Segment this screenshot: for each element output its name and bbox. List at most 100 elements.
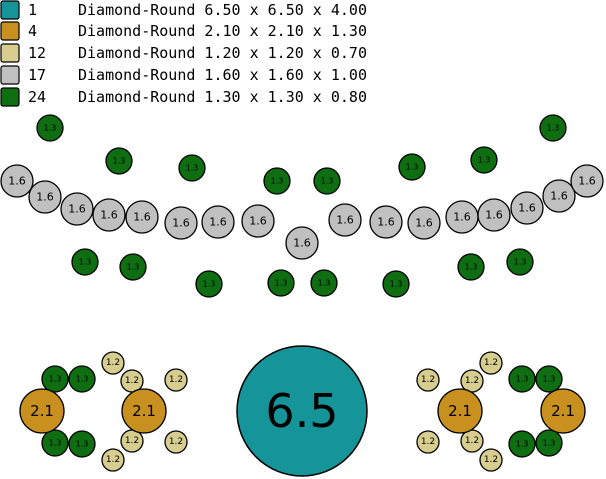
- stone-1-3: 1.3: [68, 365, 96, 393]
- stone-2-1: 2.1: [437, 388, 483, 434]
- stone-label: 1.6: [8, 175, 26, 188]
- stone-label: 1.2: [125, 376, 139, 386]
- stone-label: 1.6: [133, 211, 151, 224]
- legend-swatch: [0, 0, 20, 20]
- legend-description: Diamond-Round 1.20 x 1.20 x 0.70: [78, 44, 367, 62]
- stone-label: 1.3: [465, 263, 478, 272]
- stone-1-3: 1.3: [105, 147, 133, 175]
- stone-label: 1.6: [453, 211, 471, 224]
- stone-circle: [28, 180, 62, 214]
- legend-description: Diamond-Round 1.30 x 1.30 x 0.80: [78, 88, 367, 106]
- stone-circle: [92, 198, 126, 232]
- stone-circle: [241, 204, 275, 238]
- legend-count: 1: [28, 1, 37, 19]
- stone-1-3: 1.3: [535, 365, 563, 393]
- stone-1-6: 1.6: [510, 191, 544, 225]
- stone-label: 1.6: [336, 214, 354, 227]
- stone-1-3: 1.3: [470, 146, 498, 174]
- stone-label: 1.3: [516, 440, 529, 449]
- stone-label: 1.3: [547, 124, 560, 133]
- stone-1-6: 1.6: [570, 164, 604, 198]
- stone-circle: [119, 253, 147, 281]
- stone-1-2: 1.2: [164, 430, 188, 454]
- stone-circle: [398, 153, 426, 181]
- stone-label: 1.3: [76, 375, 89, 384]
- stone-1-6: 1.6: [0, 164, 34, 198]
- stone-1-2: 1.2: [101, 448, 125, 472]
- stone-1-3: 1.3: [535, 429, 563, 457]
- stone-circle: [313, 167, 341, 195]
- legend-row: 17 Diamond-Round 1.60 x 1.60 x 1.00: [0, 65, 367, 85]
- stone-1-6: 1.6: [542, 179, 576, 213]
- stone-1-3: 1.3: [508, 365, 536, 393]
- stone-label: 1.3: [271, 177, 284, 186]
- stone-label: 1.3: [543, 375, 556, 384]
- stone-label: 1.6: [172, 217, 190, 230]
- stone-1-2: 1.2: [120, 369, 144, 393]
- stone-circle: [416, 430, 440, 454]
- stone-1-6: 1.6: [285, 226, 319, 260]
- legend-description: Diamond-Round 1.60 x 1.60 x 1.00: [78, 66, 367, 84]
- legend-swatch: [0, 65, 20, 85]
- stone-label: 2.1: [30, 402, 54, 420]
- stone-circle: [267, 269, 295, 297]
- stone-label: 1.6: [485, 209, 503, 222]
- stone-label: 1.3: [49, 439, 62, 448]
- stone-1-3: 1.3: [508, 430, 536, 458]
- stone-circle: [470, 146, 498, 174]
- stone-1-6: 1.6: [125, 200, 159, 234]
- stone-label: 1.6: [36, 191, 54, 204]
- stone-1-6: 1.6: [201, 205, 235, 239]
- stone-1-3: 1.3: [310, 269, 338, 297]
- stone-1-3: 1.3: [506, 248, 534, 276]
- stone-label: 1.3: [113, 157, 126, 166]
- stone-label: 2.1: [132, 402, 156, 420]
- legend-count: 12: [28, 44, 46, 62]
- stone-circle: [510, 191, 544, 225]
- stone-circle: [164, 206, 198, 240]
- stone-circle: [542, 179, 576, 213]
- legend-count: 24: [28, 88, 46, 106]
- stone-label: 1.3: [127, 263, 140, 272]
- stone-label: 1.3: [321, 177, 334, 186]
- stone-1-6: 1.6: [445, 200, 479, 234]
- stone-label: 2.1: [448, 402, 472, 420]
- stone-label: 1.2: [106, 455, 120, 465]
- stone-1-3: 1.3: [398, 153, 426, 181]
- stone-label: 1.3: [406, 163, 419, 172]
- stone-label: 1.3: [318, 279, 331, 288]
- stone-circle: [125, 200, 159, 234]
- stone-1-2: 1.2: [416, 430, 440, 454]
- stone-circle: [508, 365, 536, 393]
- stone-label: 1.2: [125, 436, 139, 446]
- stone-circle: [121, 388, 167, 434]
- stone-1-3: 1.3: [539, 114, 567, 142]
- stone-label: 1.3: [516, 375, 529, 384]
- stone-label: 1.6: [68, 203, 86, 216]
- stone-1-3: 1.3: [267, 269, 295, 297]
- stone-1-3: 1.3: [263, 167, 291, 195]
- stone-label: 1.3: [49, 375, 62, 384]
- stone-label: 1.6: [377, 216, 395, 229]
- stone-label: 1.3: [543, 439, 556, 448]
- stone-1-2: 1.2: [479, 448, 503, 472]
- stone-circle: [178, 154, 206, 182]
- stone-label: 1.6: [249, 215, 267, 228]
- stone-circle: [508, 430, 536, 458]
- stone-1-3: 1.3: [313, 167, 341, 195]
- stone-circle: [407, 206, 441, 240]
- stone-label: 1.3: [275, 279, 288, 288]
- stone-circle: [60, 192, 94, 226]
- stone-label: 1.2: [465, 376, 479, 386]
- stone-1-6: 1.6: [60, 192, 94, 226]
- legend: 1 Diamond-Round 6.50 x 6.50 x 4.00 4 Diamon…: [0, 0, 367, 107]
- stone-2-1: 2.1: [121, 388, 167, 434]
- stone-label: 1.3: [478, 156, 491, 165]
- stone-label: 1.6: [518, 202, 536, 215]
- stone-circle: [506, 248, 534, 276]
- stone-1-2: 1.2: [479, 351, 503, 375]
- stone-1-2: 1.2: [460, 369, 484, 393]
- stone-1-3: 1.3: [41, 429, 69, 457]
- stone-1-3: 1.3: [68, 430, 96, 458]
- stone-1-6: 1.6: [241, 204, 275, 238]
